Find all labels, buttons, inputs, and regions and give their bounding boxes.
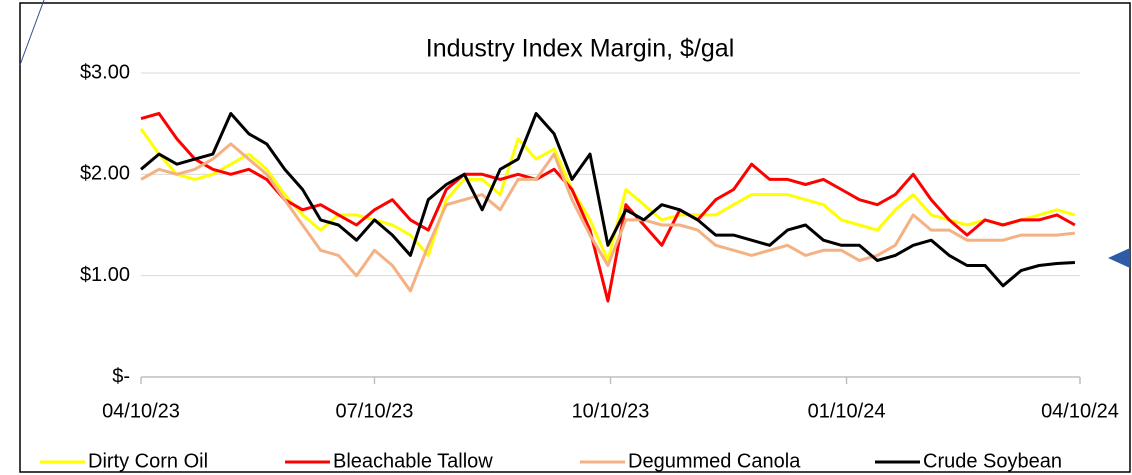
connector-line (19, 0, 45, 66)
y-tick-label: $3.00 (80, 61, 130, 83)
legend-label: Dirty Corn Oil (88, 450, 208, 472)
frame (19, 2, 1131, 473)
legend-label: Degummed Canola (628, 450, 801, 472)
series-line (140, 142, 1076, 293)
x-tick-label: 10/10/23 (572, 400, 650, 422)
pointer-arrow (1108, 248, 1130, 268)
x-tick-label: 01/10/24 (808, 400, 886, 422)
series-line (140, 112, 1075, 288)
x-tick-label: 04/10/23 (102, 400, 180, 422)
y-tick-label: $1.00 (80, 264, 130, 286)
x-tick-label: 07/10/23 (336, 400, 414, 422)
series-line (140, 112, 1076, 303)
y-tick-label: $2.00 (80, 163, 130, 185)
y-tick-label: $- (112, 365, 130, 387)
x-tick-label: 04/10/24 (1041, 400, 1119, 422)
chart-title: Industry Index Margin, $/gal (426, 35, 735, 63)
legend-label: Crude Soybean (923, 450, 1062, 472)
legend-label: Bleachable Tallow (333, 450, 493, 472)
